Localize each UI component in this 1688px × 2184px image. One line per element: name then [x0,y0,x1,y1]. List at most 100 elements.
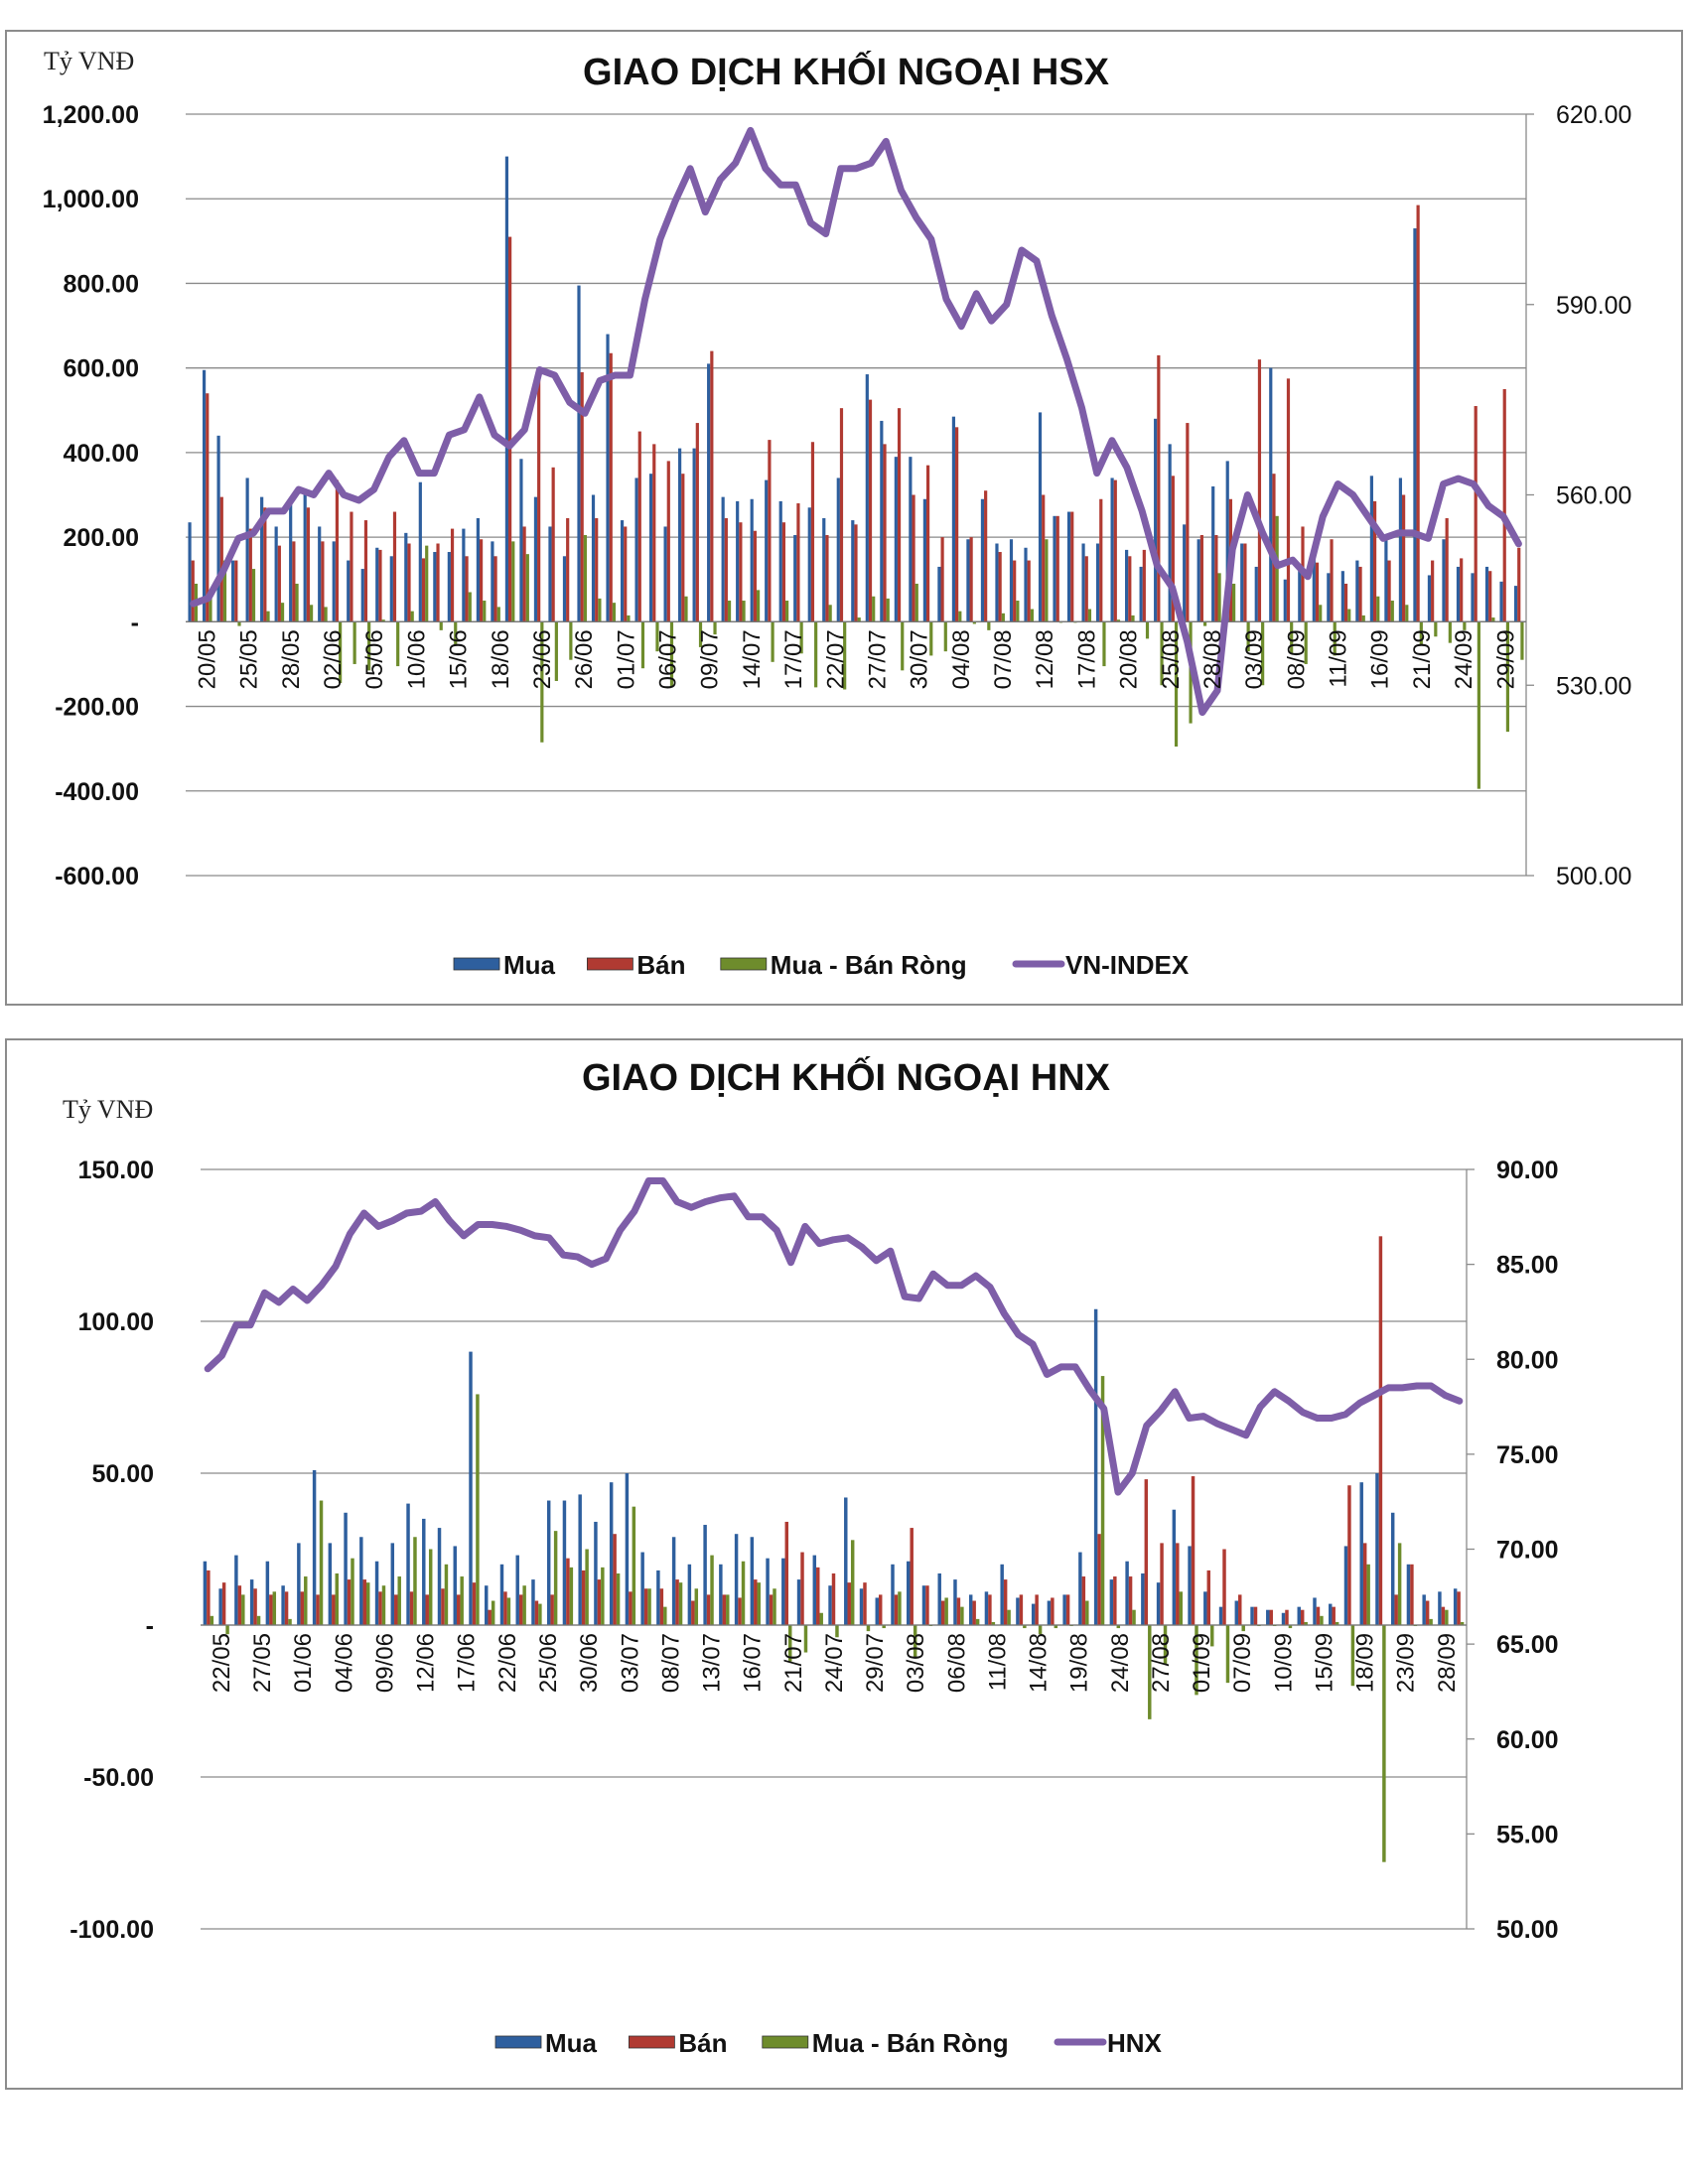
bar-mua [1297,1606,1301,1625]
legend-swatch-rong [720,957,768,971]
bar-mua [909,457,913,622]
bar-mua [880,420,884,622]
bar-rong [601,1567,605,1625]
bar-mua [750,1537,755,1625]
bar-rong [1148,1625,1152,1719]
bar-ban [550,1594,554,1625]
bar-mua [1168,444,1172,622]
bar-ban [1387,560,1391,622]
bar-mua [995,543,999,622]
bar-mua [389,556,393,622]
x-tick-label: 05/06 [361,629,388,689]
bar-mua [406,1503,410,1625]
bar-rong [460,1576,464,1625]
bar-mua [359,1537,363,1625]
x-tick-label: 10/06 [403,629,430,689]
bar-ban [925,1585,929,1625]
bar-rong [237,621,241,626]
bar-rong [785,601,789,622]
bar-mua [1125,1561,1129,1625]
bar-rong [788,1625,792,1662]
bar-ban [768,440,772,622]
bar-rong [538,1603,542,1625]
bar-ban [1457,1591,1461,1625]
bar-mua [1016,1597,1020,1625]
bar-ban [781,522,786,622]
bar-mua [249,1579,254,1625]
bar-mua [1053,515,1056,622]
legend-label-rong: Mua - Bán Ròng [771,950,967,980]
bar-ban [1019,1594,1024,1625]
bar-rong [914,583,918,622]
bar-rong [496,607,500,622]
bar-mua [765,479,769,622]
bar-ban [566,1558,570,1625]
bar-rong [381,619,385,622]
bar-rong [684,596,688,622]
bar-ban [988,1594,992,1625]
bar-rong [886,598,890,622]
bar-rong [506,1597,511,1625]
bar-rong [1445,1609,1449,1625]
bar-ban [883,444,887,622]
bar-ban [350,511,353,622]
bar-rong [814,621,818,688]
bar-rong [1320,1615,1324,1625]
bar-mua [202,369,207,622]
bar-ban [1460,558,1464,622]
y-tick-label: 600.00 [64,355,139,383]
bar-ban [1362,1543,1367,1625]
bar-ban [739,522,743,622]
bar-ban [551,467,555,622]
bar-mua [1031,1603,1036,1625]
bar-mua [1398,478,1403,622]
bar-ban [1347,1485,1351,1625]
x-tick-label: 11/08 [984,1633,1011,1691]
bar-mua [807,507,811,622]
bar-mua [1000,1564,1004,1625]
bar-rong [713,621,717,635]
bar-ban [581,1570,586,1625]
x-tick-label: 03/07 [617,1633,643,1693]
bar-rong [655,621,659,652]
bar-ban [300,1591,305,1625]
bar-ban [969,537,973,622]
bar-rong [1463,621,1467,630]
bar-ban [613,1534,617,1625]
x-tick-label: 09/07 [697,629,724,689]
unit-label: Tỷ VNĐ [44,47,134,75]
bar-rong [1304,1621,1308,1625]
x-tick-label: 28/08 [1199,629,1226,689]
bar-mua [1203,1591,1207,1625]
bar-ban [362,1579,367,1625]
bar-ban [825,534,829,622]
bar-rong [410,611,414,622]
bar-ban [955,427,959,622]
bar-rong [319,1500,324,1625]
x-tick-label: 19/08 [1066,1633,1093,1693]
bar-rong [843,621,847,690]
bar-ban [637,431,641,622]
bar-rong [511,541,515,622]
y-tick-label: 800.00 [64,270,139,298]
bar-mua [260,496,264,622]
bar-rong [1241,1625,1245,1632]
bar-mua [1442,539,1446,622]
bar-mua [907,1561,911,1625]
bar-ban [1065,1594,1070,1625]
bar-rong [663,1606,667,1625]
bar-mua [796,1579,801,1625]
bar-ban [248,528,252,622]
bar-ban [421,558,426,622]
bar-ban [1070,511,1074,622]
x-tick-label: 24/08 [1107,1633,1134,1693]
bar-ban [1081,1576,1086,1625]
bar-mua [922,498,926,622]
bar-rong [975,1618,980,1625]
x-tick-label: 16/07 [740,1633,767,1693]
bar-ban [450,528,455,622]
bar-ban [263,507,267,622]
bar-rong [585,1549,589,1625]
x-tick-label: 17/06 [454,1633,481,1693]
legend-label-index: VN-INDEX [1065,950,1190,980]
